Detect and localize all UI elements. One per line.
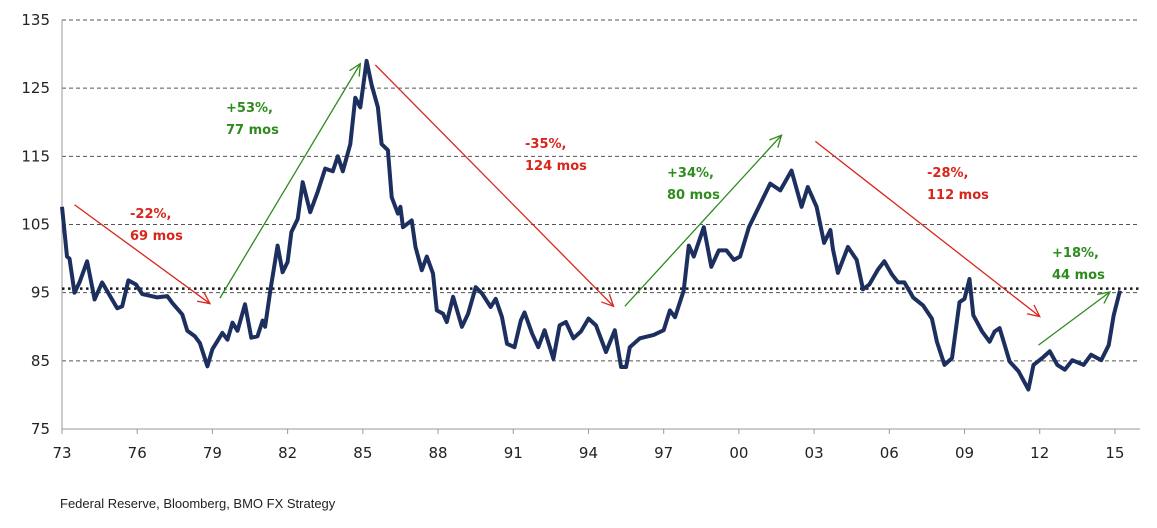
y-tick-label: 95 (31, 284, 50, 302)
annotation-duration: 80 mos (667, 188, 720, 203)
arrow-head-icon (769, 134, 783, 148)
source-note: Federal Reserve, Bloomberg, BMO FX Strat… (60, 496, 336, 511)
annotation-change: +53%, (226, 101, 273, 116)
arrow-head-icon (601, 293, 615, 308)
y-tick-label: 75 (31, 420, 50, 438)
arrow-head-icon (1097, 291, 1112, 304)
annotation-arrows (74, 62, 1112, 346)
trend-arrow (624, 134, 782, 307)
series (60, 58, 1122, 392)
series-line (60, 58, 1122, 392)
arrow-head-icon (349, 62, 362, 77)
axes: 75 85 95 105 115 125 135 73 76 79 82 85 88 91 94 97 00 03… (21, 11, 1140, 462)
arrow-head-icon (197, 291, 212, 305)
trend-arrow (219, 63, 361, 299)
y-tick-label: 115 (21, 147, 50, 165)
x-tick-label: 73 (52, 444, 71, 462)
x-tick-label: 97 (654, 444, 673, 462)
annotations: -22%, 69 mos +53%, 77 mos -35%, 124 mos +34%, 8… (130, 101, 1105, 283)
annotation-change: +18%, (1052, 246, 1099, 261)
annotation-duration: 77 mos (226, 123, 279, 138)
x-tick-label: 85 (353, 444, 372, 462)
annotation-duration: 112 mos (927, 188, 989, 203)
y-tick-label: 105 (21, 216, 50, 234)
annotation-change: -35%, (525, 137, 566, 152)
x-tick-label: 03 (805, 444, 824, 462)
trend-arrow (374, 64, 615, 307)
x-tick-label: 15 (1105, 444, 1124, 462)
annotation-change: -22%, (130, 207, 171, 222)
x-tick-label: 06 (880, 444, 899, 462)
annotation-change: +34%, (667, 166, 714, 181)
x-tick-label: 00 (729, 444, 748, 462)
trend-arrow (1038, 291, 1111, 346)
y-tick-label: 135 (21, 11, 50, 29)
x-tick-label: 79 (203, 444, 222, 462)
x-tick-label: 88 (429, 444, 448, 462)
annotation-change: -28%, (927, 166, 968, 181)
x-tick-label: 91 (504, 444, 523, 462)
x-tick-label: 82 (278, 444, 297, 462)
x-tick-label: 12 (1030, 444, 1049, 462)
arrow-head-icon (1026, 304, 1041, 318)
trend-arrow (74, 204, 211, 305)
x-tick-label: 94 (579, 444, 598, 462)
annotation-duration: 69 mos (130, 229, 183, 244)
trend-arrow (814, 140, 1041, 318)
gridlines (62, 19, 1140, 362)
x-tick-label: 09 (955, 444, 974, 462)
annotation-duration: 44 mos (1052, 268, 1105, 283)
x-tick-label: 76 (128, 444, 147, 462)
annotation-duration: 124 mos (525, 159, 587, 174)
y-tick-label: 85 (31, 352, 50, 370)
y-tick-label: 125 (21, 79, 50, 97)
